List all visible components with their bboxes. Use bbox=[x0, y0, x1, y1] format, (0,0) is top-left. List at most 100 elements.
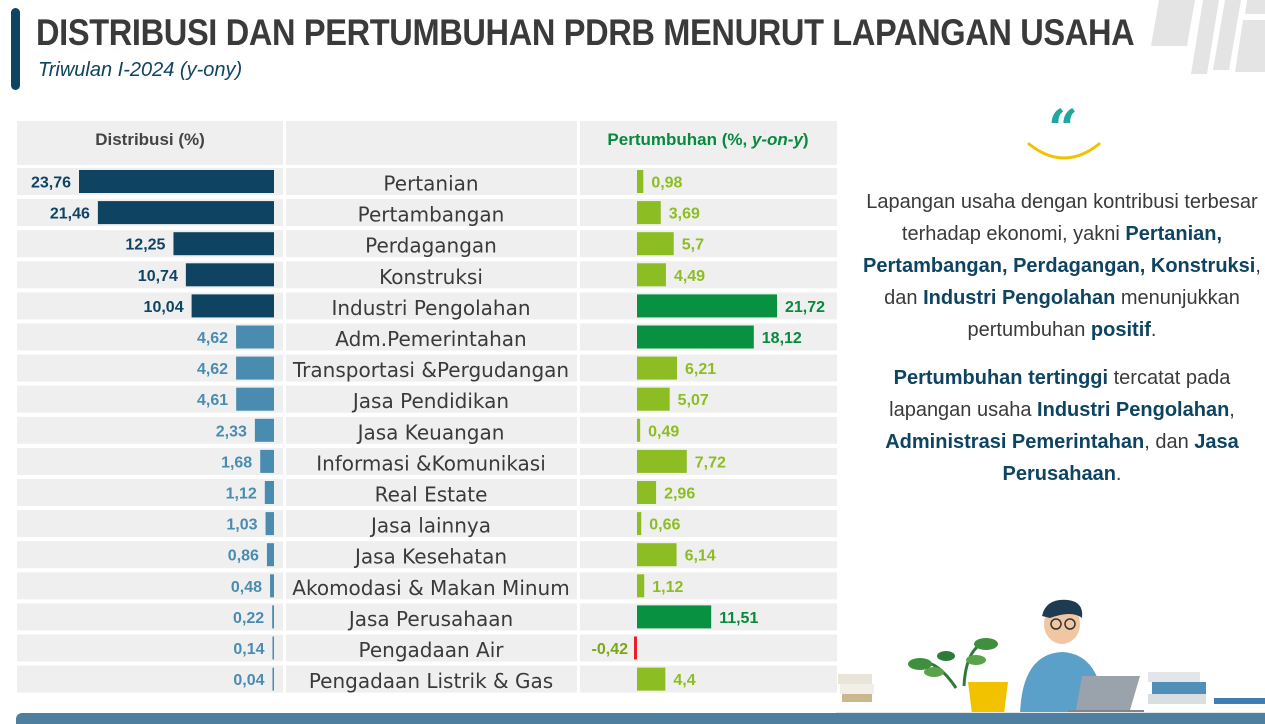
growth-value-label: 3,69 bbox=[669, 206, 700, 223]
distribution-value-label: 4,61 bbox=[197, 392, 228, 409]
row-cell bbox=[580, 261, 837, 289]
distribution-bar bbox=[185, 263, 274, 287]
distribution-bar bbox=[270, 574, 274, 598]
distribution-bar bbox=[236, 356, 274, 380]
growth-value-label: 5,7 bbox=[682, 237, 704, 254]
row-cell bbox=[286, 603, 577, 631]
growth-bar bbox=[637, 481, 657, 504]
page-title: DISTRIBUSI DAN PERTUMBUHAN PDRB MENURUT … bbox=[36, 12, 1135, 53]
growth-value-label: 1,12 bbox=[652, 579, 683, 596]
distribution-value-label: 0,48 bbox=[231, 579, 262, 596]
category-label: Jasa Keuangan bbox=[356, 420, 505, 444]
row-cell bbox=[17, 634, 283, 662]
growth-bar bbox=[637, 667, 666, 691]
growth-bar bbox=[637, 294, 777, 318]
row-cell bbox=[286, 168, 577, 195]
growth-value-label: 21,72 bbox=[785, 299, 825, 316]
row-cell bbox=[286, 634, 577, 662]
category-label: Konstruksi bbox=[379, 265, 483, 289]
row-cell bbox=[286, 292, 577, 320]
row-cell bbox=[17, 447, 283, 475]
row-cell bbox=[286, 665, 577, 693]
distribution-value-label: 12,25 bbox=[125, 237, 165, 254]
category-label: Real Estate bbox=[375, 483, 488, 507]
header-cell-0 bbox=[17, 121, 283, 165]
distribution-bar bbox=[272, 636, 274, 660]
row-cell bbox=[580, 510, 837, 538]
row-cell bbox=[17, 479, 283, 506]
category-label: Pengadaan Listrik & Gas bbox=[309, 669, 553, 693]
distribution-value-label: 2,33 bbox=[216, 423, 247, 440]
row-cell bbox=[580, 665, 837, 693]
commentary-paragraph-2: Pertumbuhan tertinggi tercatat pada lapa… bbox=[885, 367, 1239, 485]
header-cell-2 bbox=[580, 121, 837, 165]
commentary-panel: Lapangan usaha dengan kontribusi terbesa… bbox=[862, 186, 1262, 506]
distribution-value-label: 0,14 bbox=[233, 641, 264, 658]
growth-bar bbox=[637, 512, 642, 536]
header-cell-1 bbox=[286, 121, 577, 165]
row-cell bbox=[286, 323, 577, 351]
row-cell bbox=[286, 416, 577, 444]
distribution-value-label: 10,74 bbox=[138, 268, 178, 285]
row-cell bbox=[580, 199, 837, 227]
category-label: Pertanian bbox=[383, 172, 478, 196]
row-cell bbox=[286, 199, 577, 227]
row-cell bbox=[580, 230, 837, 258]
commentary-paragraph-1: Lapangan usaha dengan kontribusi terbesa… bbox=[863, 191, 1261, 341]
pdrb-bar-chart: Distribusi (%) Pertumbuhan (%, y-on-y) 2… bbox=[17, 121, 837, 693]
row-cell bbox=[580, 385, 837, 413]
growth-bar bbox=[634, 636, 637, 660]
distribution-value-label: 10,04 bbox=[144, 299, 184, 316]
category-label: Jasa Perusahaan bbox=[347, 607, 513, 631]
growth-bar bbox=[637, 263, 666, 287]
growth-bar bbox=[637, 170, 644, 193]
growth-value-label: 0,98 bbox=[651, 175, 682, 192]
distribution-value-label: 4,62 bbox=[197, 361, 228, 378]
growth-value-label: 6,14 bbox=[685, 548, 716, 565]
growth-bar bbox=[637, 449, 687, 473]
quote-icon: “ bbox=[1048, 99, 1078, 160]
row-cell bbox=[17, 572, 283, 600]
row-cell bbox=[286, 541, 577, 569]
row-cell bbox=[17, 541, 283, 569]
row-cell bbox=[17, 510, 283, 538]
distribution-header: Distribusi (%) bbox=[95, 130, 205, 149]
distribution-bar bbox=[254, 418, 274, 442]
growth-bar bbox=[637, 356, 678, 380]
distribution-bar bbox=[173, 232, 274, 256]
page-subtitle: Triwulan I-2024 (y-ony) bbox=[38, 59, 243, 81]
category-label: Jasa lainnya bbox=[369, 514, 491, 538]
distribution-value-label: 0,86 bbox=[228, 548, 259, 565]
category-label: Perdagangan bbox=[365, 234, 497, 258]
category-label: Pertambangan bbox=[358, 203, 505, 227]
distribution-bar bbox=[266, 543, 274, 567]
distribution-value-label: 1,03 bbox=[226, 517, 257, 534]
growth-bar bbox=[637, 605, 712, 629]
row-cell bbox=[580, 541, 837, 569]
category-label: Informasi &Komunikasi bbox=[316, 451, 546, 475]
row-cell bbox=[286, 230, 577, 258]
row-cell bbox=[580, 416, 837, 444]
growth-bar bbox=[637, 543, 677, 567]
category-label: Jasa Pendidikan bbox=[351, 389, 509, 413]
row-cell bbox=[580, 634, 837, 662]
growth-value-label: 2,96 bbox=[664, 486, 695, 503]
growth-value-label: 0,49 bbox=[648, 423, 679, 440]
distribution-bar bbox=[79, 170, 274, 193]
distribution-bar bbox=[265, 512, 274, 536]
row-cell bbox=[286, 572, 577, 600]
growth-bar bbox=[637, 232, 674, 256]
growth-value-label: 11,51 bbox=[719, 610, 758, 627]
person-at-laptop-illustration bbox=[836, 599, 1265, 716]
category-label: Adm.Pemerintahan bbox=[335, 327, 526, 351]
distribution-bar bbox=[236, 325, 274, 349]
row-cell bbox=[286, 385, 577, 413]
distribution-bar bbox=[236, 387, 274, 411]
category-label: Industri Pengolahan bbox=[331, 296, 530, 320]
bottom-accent-bar bbox=[16, 713, 1265, 724]
distribution-bar bbox=[97, 201, 275, 225]
row-cell bbox=[580, 479, 837, 506]
category-label: Transportasi &Pergudangan bbox=[292, 358, 569, 382]
row-cell bbox=[580, 354, 837, 382]
distribution-bar bbox=[264, 481, 274, 504]
